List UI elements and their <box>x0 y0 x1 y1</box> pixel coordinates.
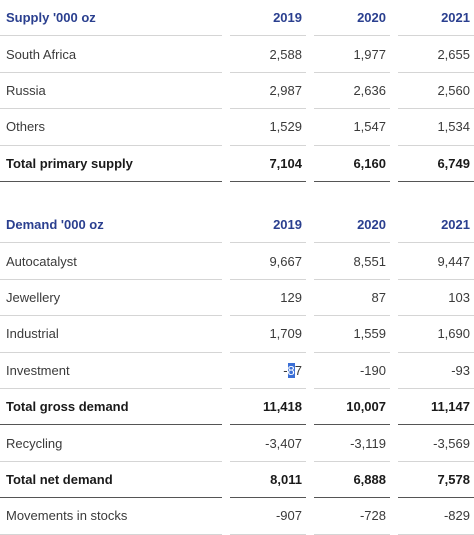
supply-total-row: Total primary supply 7,104 6,160 6,749 <box>0 146 474 182</box>
supply-row-value: 6,160 <box>314 146 390 182</box>
demand-table-row: Industrial 1,709 1,559 1,690 <box>0 316 474 353</box>
supply-row-value: 2,560 <box>398 73 474 110</box>
demand-row-value: -93 <box>398 353 474 389</box>
demand-row-value: 6,888 <box>314 462 390 499</box>
supply-body: South Africa 2,588 1,977 2,655 Russia 2,987 2,… <box>0 36 474 182</box>
demand-table-row: Recycling -3,407 -3,119 -3,569 <box>0 425 474 462</box>
supply-table-row: Others 1,529 1,547 1,534 <box>0 109 474 146</box>
supply-year-2020: 2020 <box>314 0 390 37</box>
supply-row-value: 6,749 <box>398 146 474 182</box>
demand-year-2019: 2019 <box>230 207 306 244</box>
supply-year-2019: 2019 <box>230 0 306 37</box>
demand-row-value: 11,147 <box>398 389 474 426</box>
supply-row-label: Russia <box>0 73 222 110</box>
demand-year-2020: 2020 <box>314 207 390 244</box>
demand-row-label: Total gross demand <box>0 389 222 426</box>
demand-row-label: Movements in stocks <box>0 498 222 535</box>
demand-row-label: Industrial <box>0 316 222 353</box>
demand-row-value: 7,578 <box>398 462 474 499</box>
demand-row-value: 1,690 <box>398 316 474 353</box>
demand-row-value: 87 <box>314 280 390 317</box>
demand-row-value: -728 <box>314 498 390 535</box>
supply-row-value: 1,534 <box>398 109 474 146</box>
demand-row-value: 129 <box>230 280 306 317</box>
text-selection-highlight[interactable]: 8 <box>287 362 295 378</box>
demand-row-value: 11,418 <box>230 389 306 426</box>
supply-table-row: Russia 2,987 2,636 2,560 <box>0 73 474 110</box>
demand-row-label: Autocatalyst <box>0 243 222 280</box>
supply-table: Supply '000 oz 2019 2020 2021 South Afri… <box>0 0 474 182</box>
supply-year-2021: 2021 <box>398 0 474 37</box>
demand-table-row: Investment -87 -190 -93 <box>0 353 474 389</box>
demand-row-label: Investment <box>0 353 222 389</box>
demand-row-value: 8,011 <box>230 462 306 499</box>
demand-row-value: 1,709 <box>230 316 306 353</box>
demand-header-label: Demand '000 oz <box>0 207 222 244</box>
demand-table-row: Autocatalyst 9,667 8,551 9,447 <box>0 243 474 280</box>
supply-row-value: 1,529 <box>230 109 306 146</box>
demand-row-value: 1,559 <box>314 316 390 353</box>
demand-row-value: -3,569 <box>398 425 474 462</box>
demand-row-value: -190 <box>314 353 390 389</box>
supply-header-row: Supply '000 oz 2019 2020 2021 <box>0 0 474 37</box>
supply-row-value: 2,588 <box>230 36 306 73</box>
demand-table-row: Jewellery 129 87 103 <box>0 280 474 317</box>
supply-row-value: 1,547 <box>314 109 390 146</box>
demand-row-label: Jewellery <box>0 280 222 317</box>
demand-header-row: Demand '000 oz 2019 2020 2021 <box>0 207 474 244</box>
demand-row-value: 9,667 <box>230 243 306 280</box>
demand-row-value: -829 <box>398 498 474 535</box>
demand-row-value: 8,551 <box>314 243 390 280</box>
supply-row-value: 2,636 <box>314 73 390 110</box>
demand-table-row: Movements in stocks -907 -728 -829 <box>0 498 474 535</box>
demand-table: Demand '000 oz 2019 2020 2021 Autocataly… <box>0 207 474 535</box>
demand-total-row: Total gross demand 11,418 10,007 11,147 <box>0 389 474 426</box>
demand-year-2021: 2021 <box>398 207 474 244</box>
supply-row-label: Others <box>0 109 222 146</box>
supply-header-label: Supply '000 oz <box>0 0 222 37</box>
demand-row-label: Recycling <box>0 425 222 462</box>
supply-row-label: Total primary supply <box>0 146 222 182</box>
demand-row-value: -87 <box>230 353 306 389</box>
demand-row-value: -3,119 <box>314 425 390 462</box>
supply-row-value: 2,987 <box>230 73 306 110</box>
supply-row-value: 7,104 <box>230 146 306 182</box>
supply-row-value: 2,655 <box>398 36 474 73</box>
demand-row-label: Total net demand <box>0 462 222 499</box>
demand-body: Autocatalyst 9,667 8,551 9,447 Jewellery 129 8… <box>0 243 474 535</box>
demand-row-value: 103 <box>398 280 474 317</box>
demand-row-value: 9,447 <box>398 243 474 280</box>
demand-row-value: 10,007 <box>314 389 390 426</box>
demand-row-value: -3,407 <box>230 425 306 462</box>
demand-total-row: Total net demand 8,011 6,888 7,578 <box>0 462 474 499</box>
supply-row-value: 1,977 <box>314 36 390 73</box>
supply-table-row: South Africa 2,588 1,977 2,655 <box>0 36 474 73</box>
supply-row-label: South Africa <box>0 36 222 73</box>
demand-row-value: -907 <box>230 498 306 535</box>
